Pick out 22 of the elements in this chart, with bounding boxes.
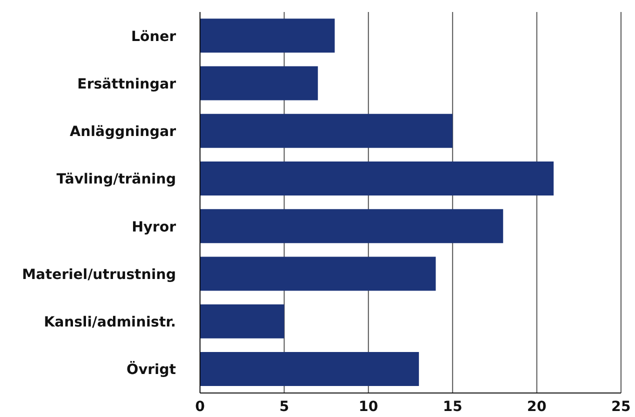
bar [200,209,504,244]
y-tick-label: Löner [131,28,176,45]
y-tick-label: Ersättningar [77,76,176,92]
y-tick-label: Anläggningar [70,124,176,140]
bar [200,18,335,53]
y-tick-label: Övrigt [126,361,176,378]
x-tick-label: 5 [279,398,290,415]
x-tick-label: 0 [195,398,206,415]
x-tick-label: 25 [611,398,631,415]
y-tick-label: Hyror [132,219,176,236]
bar [200,352,419,386]
bar [200,256,436,291]
x-tick-label: 10 [358,398,378,415]
x-tick-label: 15 [442,398,462,415]
bar [200,304,284,338]
y-tick-label: Materiel/utrustning [22,266,176,283]
bar [200,162,554,196]
y-tick-label: Tävling/träning [56,172,176,188]
x-tick-label: 20 [527,398,547,415]
bar [200,66,318,100]
y-tick-label: Kansli/administr. [44,314,176,331]
bar [200,114,453,148]
